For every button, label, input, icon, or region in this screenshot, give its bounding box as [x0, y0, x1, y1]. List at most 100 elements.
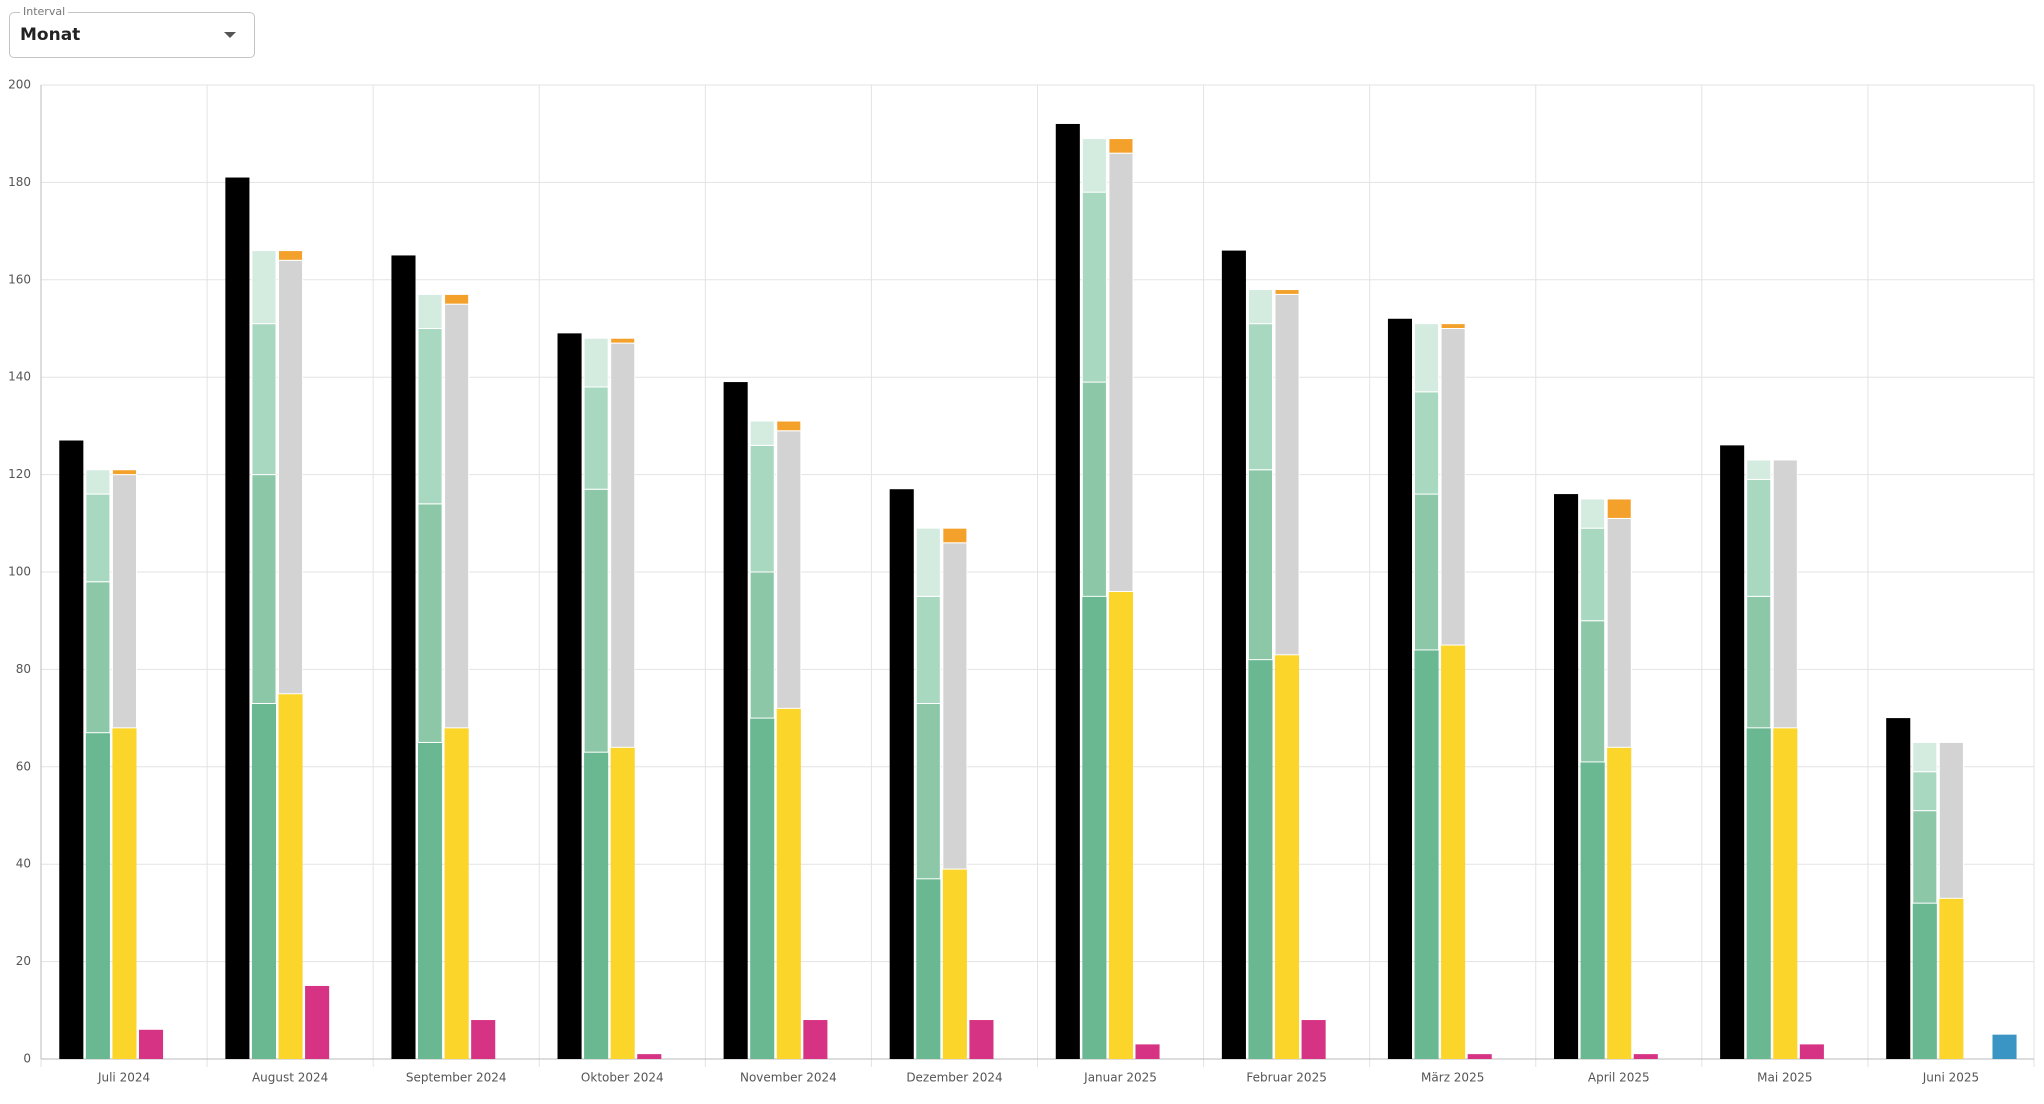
y-tick-label: 140: [8, 370, 31, 384]
bar-segment: [889, 489, 914, 1060]
bar-segment: [1247, 323, 1274, 471]
bar-segment: [1221, 250, 1246, 1059]
y-tick-label: 160: [8, 272, 31, 286]
bar-segment: [278, 693, 303, 1059]
x-tick-label: Januar 2025: [1083, 1071, 1157, 1085]
bar-segment: [1607, 747, 1632, 1059]
x-tick-label: Juni 2025: [1922, 1071, 1979, 1085]
x-tick-label: Mai 2025: [1757, 1071, 1812, 1085]
bar-segment: [942, 869, 967, 1059]
bar-segment: [723, 382, 748, 1059]
interval-dropdown[interactable]: Interval Monat: [9, 5, 255, 58]
x-tick-label: September 2024: [406, 1071, 507, 1085]
dropdown-arrow: [224, 32, 236, 38]
bar-segment: [915, 702, 941, 880]
y-tick-label: 200: [8, 78, 31, 92]
bar-segment: [557, 333, 582, 1059]
bar-segment: [1467, 1054, 1492, 1059]
bar-segment: [251, 250, 277, 325]
bar-segment: [916, 878, 941, 1059]
bar-segment: [1938, 741, 1964, 899]
bar-segment: [1082, 596, 1107, 1059]
bar-segment: [1247, 289, 1274, 325]
bar-segment: [1912, 810, 1938, 904]
bar-segment: [1414, 649, 1439, 1059]
bar-segment: [610, 342, 636, 748]
bar-segment: [1274, 289, 1300, 295]
bar-segment: [1580, 527, 1606, 622]
bar-segment: [1055, 123, 1080, 1059]
bar-segment: [803, 1020, 828, 1059]
bar-segment: [1414, 323, 1440, 393]
bar-segment: [1274, 654, 1300, 1059]
bar-segment: [1912, 741, 1938, 773]
bar-segment: [1387, 318, 1413, 1059]
bar-segment: [1886, 718, 1911, 1059]
y-tick-label: 180: [8, 175, 31, 189]
bar-segment: [444, 727, 469, 1059]
bar-segment: [85, 469, 111, 495]
bar-segment: [1746, 727, 1771, 1059]
bar-segment: [1108, 138, 1134, 154]
bar-segment: [750, 718, 775, 1059]
bar-segment: [1992, 1034, 2017, 1059]
bar-segment: [749, 420, 775, 446]
bar-segment: [749, 444, 775, 573]
bar-segment: [277, 250, 304, 261]
bar-segment: [1081, 138, 1107, 193]
bar-segment: [1772, 459, 1798, 729]
bar-segment: [637, 1054, 662, 1059]
bar-segment: [85, 493, 111, 583]
bar-segment: [1440, 328, 1466, 646]
bar-segment: [776, 708, 801, 1059]
y-tick-label: 0: [23, 1052, 31, 1066]
bar-segment: [1746, 459, 1772, 480]
bar-segment: [915, 527, 941, 597]
y-tick-label: 100: [8, 565, 31, 579]
x-tick-label: April 2025: [1588, 1071, 1650, 1085]
bar-segment: [610, 747, 635, 1059]
bar-segment: [1773, 727, 1798, 1059]
bar-segment: [776, 430, 802, 709]
bar-segment: [417, 328, 443, 505]
bar-segment: [1606, 517, 1632, 748]
y-tick-label: 40: [16, 857, 31, 871]
bar-segment: [112, 727, 137, 1059]
bar-segment: [305, 985, 330, 1059]
bar-segment: [85, 581, 111, 734]
bar-segment: [251, 703, 277, 1059]
bar-segment: [1301, 1020, 1326, 1059]
y-tick-label: 20: [16, 954, 31, 968]
bar-segment: [417, 503, 443, 743]
bar-segment: [749, 571, 775, 719]
bar-segment: [1108, 591, 1133, 1059]
bar-segment: [1580, 498, 1606, 529]
bar-segment: [915, 595, 941, 704]
bar-segment: [111, 474, 137, 729]
x-tick-label: November 2024: [740, 1071, 837, 1085]
bar-segment: [417, 293, 443, 330]
bar-segment: [444, 303, 470, 729]
bar-segment: [1135, 1044, 1160, 1059]
x-tick-label: Februar 2025: [1246, 1071, 1326, 1085]
bar-segment: [418, 742, 443, 1059]
bar-segment: [251, 474, 277, 704]
bar-segment: [1912, 903, 1937, 1059]
bar-segment: [1606, 498, 1632, 519]
dropdown-value: Monat: [20, 25, 81, 45]
bar-segment: [1799, 1044, 1824, 1059]
bar-segment: [969, 1020, 994, 1059]
bar-segment: [583, 386, 609, 490]
bar-segment: [1248, 659, 1273, 1059]
bar-segment: [1746, 595, 1772, 729]
bar-segment: [1108, 152, 1134, 592]
bar-segment: [776, 420, 802, 432]
x-tick-label: Juli 2024: [97, 1071, 150, 1085]
bar-segment: [111, 469, 137, 476]
bar-segment: [59, 440, 84, 1059]
bar-segment: [1274, 293, 1300, 656]
bar-segment: [471, 1020, 496, 1059]
bar-segment: [942, 527, 968, 544]
